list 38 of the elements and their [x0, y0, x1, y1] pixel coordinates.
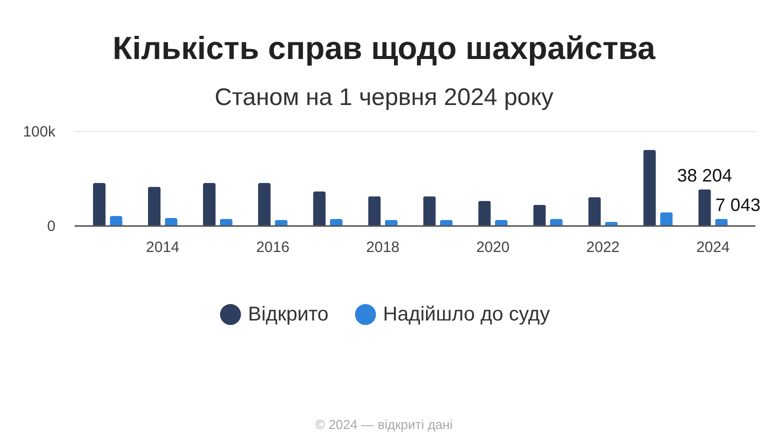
x-tick-label: 2024 [696, 239, 730, 256]
bar [203, 182, 216, 226]
chart-subtitle: Станом на 1 червня 2024 року [214, 84, 554, 111]
x-tick-label: 2018 [366, 239, 400, 256]
x-tick-label: 2016 [256, 239, 290, 256]
bar [715, 218, 728, 226]
legend-label: Надійшло до суду [383, 304, 550, 326]
bar [368, 196, 381, 226]
bar [220, 218, 232, 226]
legend-label: Відкрито [248, 304, 329, 326]
bar [478, 200, 491, 226]
bar [313, 191, 326, 226]
bar [274, 220, 288, 226]
bar [494, 220, 508, 226]
bar [533, 204, 546, 226]
bar [92, 182, 106, 226]
data-label: 7 043 [715, 194, 760, 215]
chart-title: Кількість справ щодо шахрайства [112, 30, 656, 66]
x-tick-label: 2020 [476, 239, 510, 256]
bar [148, 186, 161, 226]
bar [588, 197, 601, 226]
bar [550, 218, 563, 226]
y-tick-label: 0 [47, 218, 56, 235]
bar [440, 220, 453, 226]
text: © 2024 — відкриті дані [314, 417, 454, 433]
data-label: 38 204 [677, 165, 732, 186]
bar [423, 196, 436, 226]
bar [164, 218, 178, 226]
x-tick-label: 2022 [586, 239, 620, 256]
bar [643, 150, 656, 226]
x-tick-label: 2014 [146, 239, 180, 256]
y-tick-label: 100k [22, 124, 56, 140]
bar [698, 189, 711, 226]
bar [258, 182, 271, 226]
bar [384, 220, 398, 226]
bar [330, 218, 343, 226]
bar [660, 212, 673, 226]
bar [110, 216, 122, 226]
